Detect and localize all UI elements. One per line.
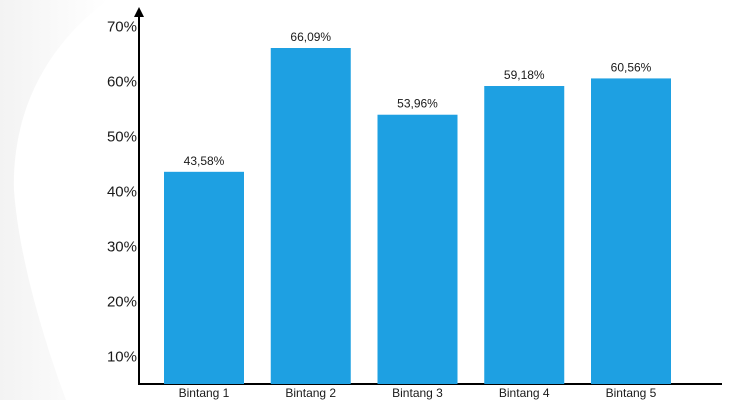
y-tick-label: 10% [107, 349, 137, 366]
bar-series [164, 48, 671, 385]
category-label: Bintang 4 [499, 386, 550, 400]
bar [164, 171, 244, 384]
bar [591, 78, 671, 385]
category-labels: Bintang 1 Bintang 2 Bintang 3 Bintang 4 Bint… [179, 386, 657, 400]
bar [484, 86, 565, 384]
category-label: Bintang 3 [392, 386, 443, 400]
y-tick-label: 70% [107, 19, 137, 36]
data-label: 66,09% [290, 30, 331, 44]
y-tick-label: 20% [107, 294, 137, 311]
y-tick-label: 50% [107, 129, 137, 146]
data-label: 43,58% [184, 154, 225, 168]
data-label: 60,56% [611, 60, 652, 74]
category-label: Bintang 5 [606, 386, 657, 400]
data-label: 59,18% [504, 68, 545, 82]
bar-data-labels: 43,58% 66,09% 53,96% 59,18% 60,56% [184, 30, 652, 168]
y-tick-label: 30% [107, 239, 137, 256]
y-tick-label: 40% [107, 184, 137, 201]
y-axis-arrow-icon [134, 7, 144, 17]
bar [377, 114, 458, 384]
category-label: Bintang 2 [285, 386, 336, 400]
y-tick-label: 60% [107, 74, 137, 91]
bar [270, 48, 351, 384]
category-label: Bintang 1 [179, 386, 230, 400]
y-tick-labels: 10% 20% 30% 40% 50% 60% 70% [107, 19, 137, 366]
data-label: 53,96% [397, 97, 438, 111]
